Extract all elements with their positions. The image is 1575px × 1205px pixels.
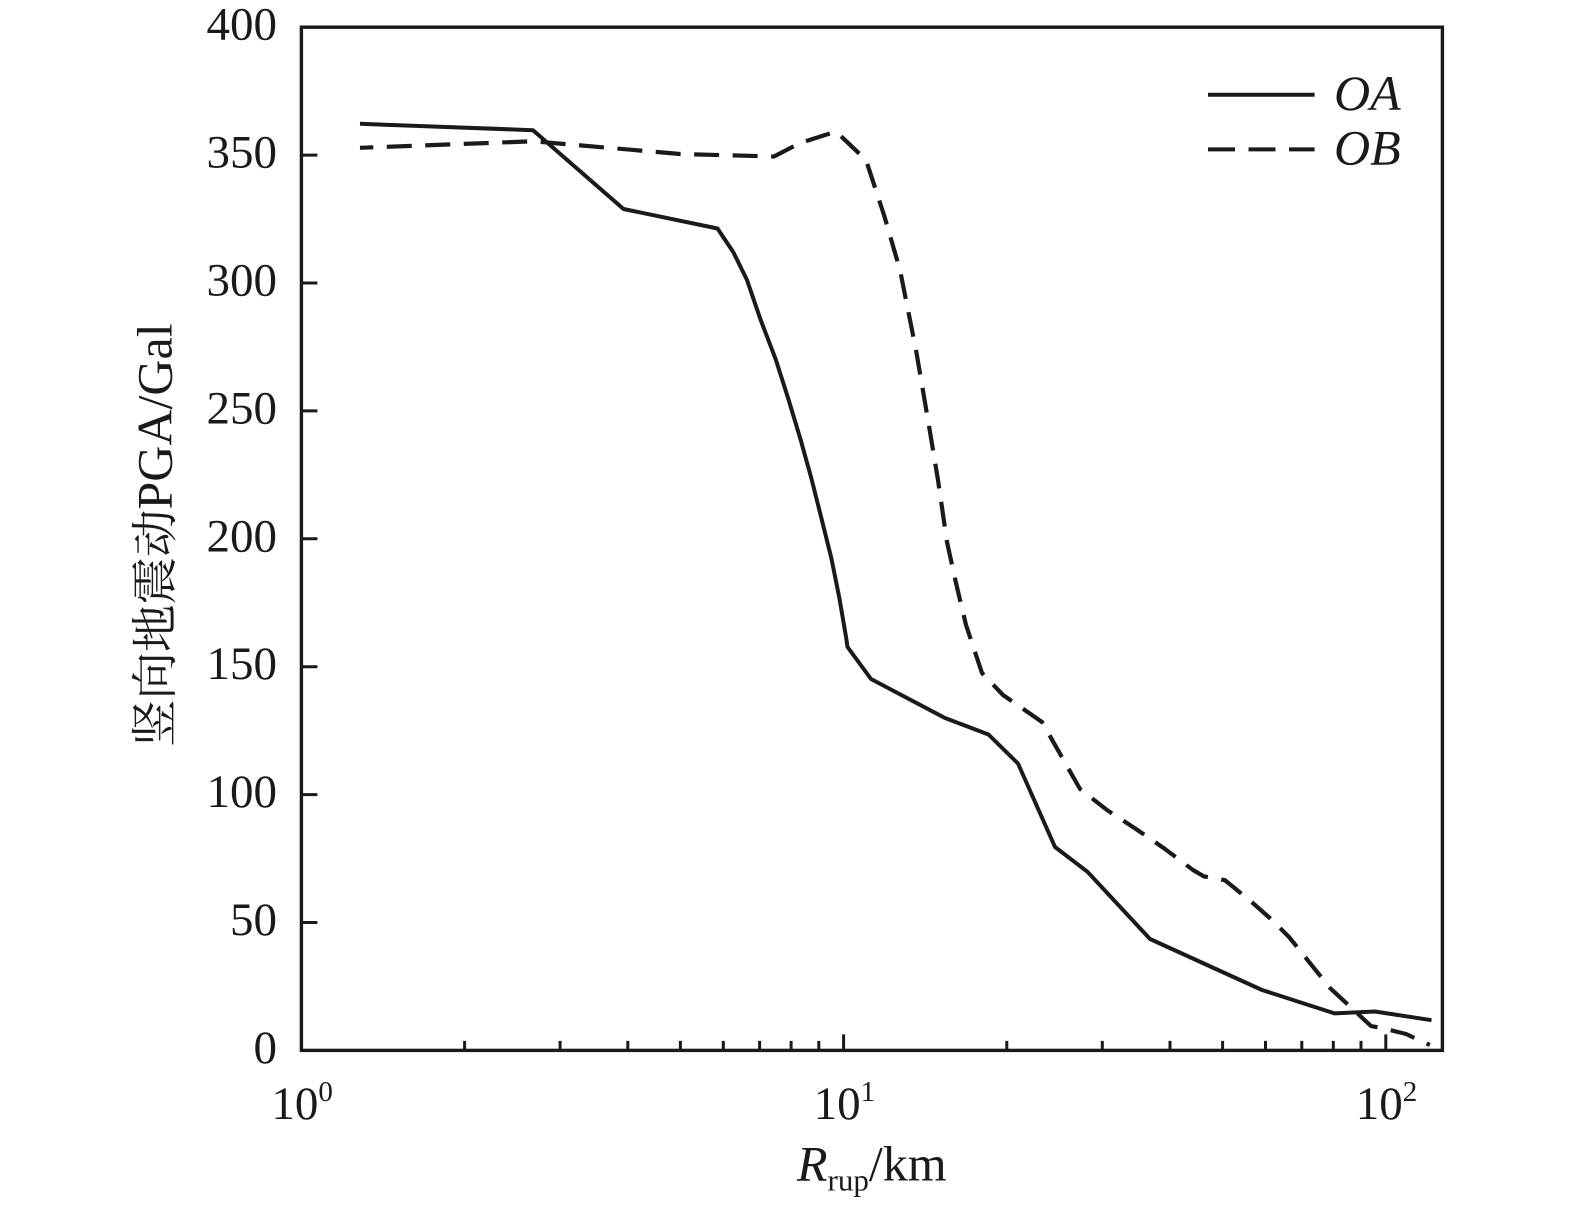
svg-text:PGA/Gal: PGA/Gal — [127, 323, 183, 509]
svg-text:100: 100 — [271, 1076, 333, 1130]
svg-text:102: 102 — [1356, 1076, 1418, 1130]
svg-text:250: 250 — [207, 382, 278, 434]
svg-text:300: 300 — [207, 255, 278, 307]
svg-text:OB: OB — [1334, 120, 1401, 176]
svg-text:101: 101 — [814, 1076, 876, 1130]
svg-text:Rrup/km: Rrup/km — [796, 1136, 947, 1198]
svg-text:350: 350 — [207, 127, 278, 179]
svg-text:OA: OA — [1334, 65, 1401, 121]
svg-text:150: 150 — [207, 638, 278, 690]
svg-text:200: 200 — [207, 510, 278, 562]
svg-text:100: 100 — [207, 766, 278, 818]
svg-text:400: 400 — [207, 0, 278, 51]
svg-text:0: 0 — [254, 1022, 278, 1074]
svg-text:50: 50 — [230, 894, 277, 946]
